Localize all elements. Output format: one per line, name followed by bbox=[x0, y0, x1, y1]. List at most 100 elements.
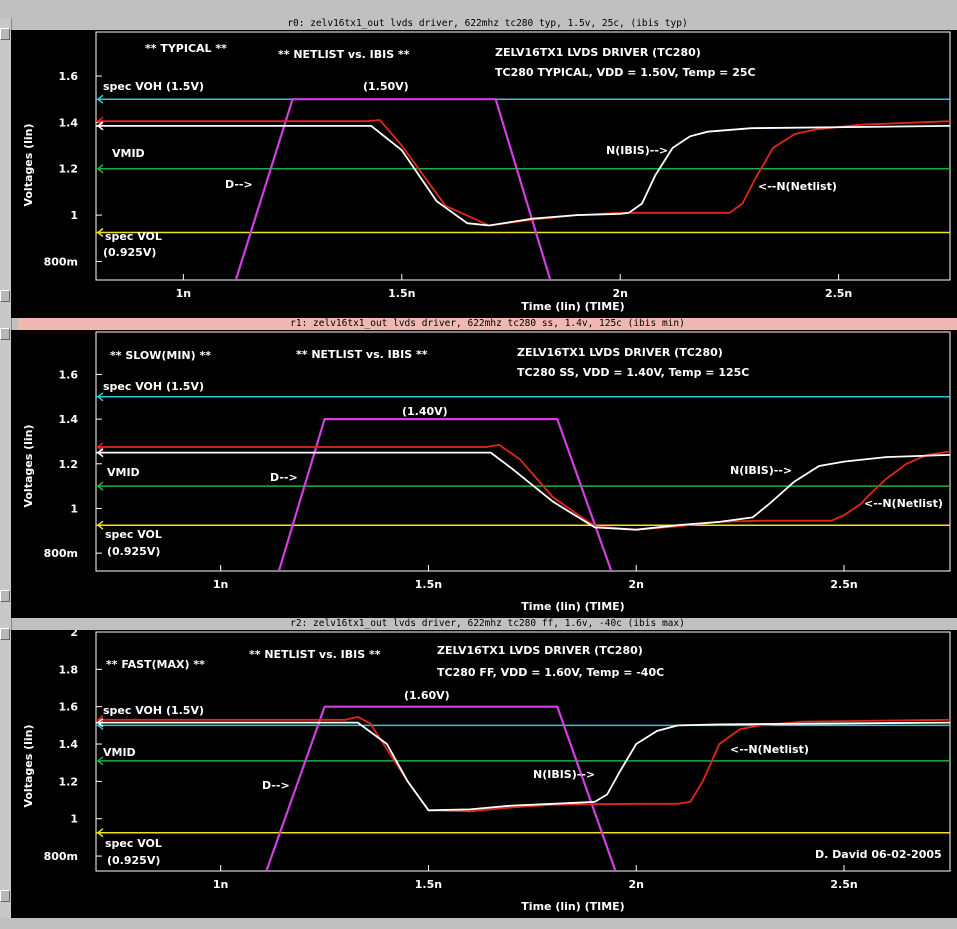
series-marker-icon bbox=[96, 121, 104, 131]
y-axis-title: Voltages (lin) bbox=[22, 724, 35, 807]
plot-background bbox=[11, 630, 957, 918]
y-axis-title: Voltages (lin) bbox=[22, 123, 35, 206]
series-n-ibis bbox=[96, 125, 950, 227]
scroll-up-button[interactable] bbox=[0, 328, 10, 340]
panel-title: r1: zelv16tx1_out lvds driver, 622mhz tc… bbox=[18, 318, 957, 330]
d-peak-label: (1.50V) bbox=[363, 80, 409, 93]
x-tick-label: 2.5n bbox=[830, 578, 857, 591]
x-tick-label: 1n bbox=[176, 287, 192, 300]
scroll-up-button[interactable] bbox=[0, 628, 10, 640]
d-series-label: D--> bbox=[270, 471, 298, 484]
scroll-up-button[interactable] bbox=[0, 28, 10, 40]
y-tick-label: 1.6 bbox=[59, 70, 79, 83]
x-tick-label: 1n bbox=[213, 878, 229, 891]
series-n-netlist bbox=[96, 716, 950, 813]
netlist-series-label: <--N(Netlist) bbox=[758, 180, 837, 193]
ibis-series-label: N(IBIS)--> bbox=[533, 768, 595, 781]
ibis-series-label: N(IBIS)--> bbox=[730, 464, 792, 477]
vol-value: (0.925V) bbox=[107, 545, 160, 558]
plot-background bbox=[11, 30, 957, 318]
compare-annotation: ** NETLIST vs. IBIS ** bbox=[249, 648, 381, 661]
panel-title: r0: zelv16tx1_out lvds driver, 622mhz tc… bbox=[18, 18, 957, 30]
voh-label: spec VOH (1.5V) bbox=[103, 80, 204, 93]
x-tick-label: 2n bbox=[628, 878, 644, 891]
y-tick-label: 1.4 bbox=[59, 116, 79, 129]
vmid-label: VMID bbox=[107, 466, 140, 479]
y-tick-label: 1.4 bbox=[59, 413, 79, 426]
vmid-marker-icon bbox=[96, 481, 104, 491]
vol-label: spec VOL bbox=[105, 230, 162, 243]
d-peak-label: (1.40V) bbox=[402, 405, 448, 418]
vol-label: spec VOL bbox=[105, 528, 162, 541]
vol-value: (0.925V) bbox=[103, 246, 156, 259]
conditions-annotation: TC280 FF, VDD = 1.60V, Temp = -40C bbox=[437, 666, 664, 679]
chart-panel-3: 800m 1 1.2 1.4 1.6 1.8 2 1n 1.5n 2n 2.5n Time (lin)… bbox=[11, 626, 957, 918]
voh-marker-icon bbox=[96, 392, 104, 402]
x-tick-label: 2n bbox=[628, 578, 644, 591]
y-tick-label: 1.2 bbox=[59, 163, 79, 176]
scroll-down-button[interactable] bbox=[0, 890, 10, 902]
y-tick-label: 1.4 bbox=[59, 738, 79, 751]
series-d bbox=[277, 418, 613, 571]
author-annotation: D. David 06-02-2005 bbox=[815, 848, 942, 861]
x-tick-label: 2n bbox=[612, 287, 628, 300]
x-axis-title: Time (lin) (TIME) bbox=[521, 900, 624, 913]
series-marker-icon bbox=[96, 448, 104, 458]
vmid-label: VMID bbox=[103, 746, 136, 759]
device-annotation: ZELV16TX1 LVDS DRIVER (TC280) bbox=[437, 644, 643, 657]
d-peak-label: (1.60V) bbox=[404, 689, 450, 702]
d-series-label: D--> bbox=[225, 178, 253, 191]
x-tick-label: 1.5n bbox=[388, 287, 415, 300]
series-d bbox=[234, 98, 552, 280]
voh-label: spec VOH (1.5V) bbox=[103, 380, 204, 393]
x-tick-label: 1.5n bbox=[415, 578, 442, 591]
x-tick-label: 1.5n bbox=[415, 878, 442, 891]
y-tick-label: 1.2 bbox=[59, 458, 79, 471]
y-tick-label: 1 bbox=[70, 813, 78, 826]
x-tick-label: 1n bbox=[213, 578, 229, 591]
scroll-down-button[interactable] bbox=[0, 290, 10, 302]
conditions-annotation: TC280 SS, VDD = 1.40V, Temp = 125C bbox=[517, 366, 749, 379]
series-d bbox=[265, 705, 617, 871]
vmid-label: VMID bbox=[112, 147, 145, 160]
vol-marker-icon bbox=[96, 227, 104, 238]
series-n-ibis bbox=[96, 721, 950, 812]
corner-annotation: ** TYPICAL ** bbox=[145, 42, 227, 55]
y-tick-label: 1.2 bbox=[59, 775, 79, 788]
corner-annotation: ** SLOW(MIN) ** bbox=[110, 349, 211, 362]
y-tick-label: 1 bbox=[70, 209, 78, 222]
y-axis-title: Voltages (lin) bbox=[22, 424, 35, 507]
series-n-netlist bbox=[96, 443, 950, 531]
vol-value: (0.925V) bbox=[107, 854, 160, 867]
vol-label: spec VOL bbox=[105, 837, 162, 850]
plot-frame bbox=[95, 631, 951, 872]
series-n-ibis bbox=[96, 451, 950, 531]
scroll-down-button[interactable] bbox=[0, 590, 10, 602]
x-axis-title: Time (lin) (TIME) bbox=[521, 300, 624, 313]
voh-label: spec VOH (1.5V) bbox=[103, 704, 204, 717]
y-tick-label: 1.6 bbox=[59, 701, 79, 714]
plot-background bbox=[11, 330, 957, 618]
chart-panel-1: 800m 1 1.2 1.4 1.6 1n 1.5n 2n 2.5n Time (lin) (TI… bbox=[11, 30, 957, 318]
compare-annotation: ** NETLIST vs. IBIS ** bbox=[296, 348, 428, 361]
plot-frame bbox=[95, 31, 951, 281]
x-tick-label: 2.5n bbox=[830, 878, 857, 891]
chart-panel-2: 800m 1 1.2 1.4 1.6 1n 1.5n 2n 2.5n Time (lin) (TI… bbox=[11, 330, 957, 618]
y-tick-label: 800m bbox=[44, 547, 78, 560]
y-tick-label: 1.8 bbox=[59, 663, 79, 676]
series-n-netlist bbox=[96, 119, 950, 227]
compare-annotation: ** NETLIST vs. IBIS ** bbox=[278, 48, 410, 61]
y-tick-label: 800m bbox=[44, 255, 78, 268]
x-axis-title: Time (lin) (TIME) bbox=[521, 600, 624, 613]
ibis-series-label: N(IBIS)--> bbox=[606, 144, 668, 157]
netlist-series-label: <--N(Netlist) bbox=[730, 743, 809, 756]
series-marker-icon bbox=[96, 717, 104, 728]
d-series-label: D--> bbox=[262, 779, 290, 792]
device-annotation: ZELV16TX1 LVDS DRIVER (TC280) bbox=[517, 346, 723, 359]
vol-marker-icon bbox=[96, 520, 104, 530]
y-tick-label: 2 bbox=[70, 626, 78, 639]
y-tick-label: 1.6 bbox=[59, 368, 79, 381]
voh-marker-icon bbox=[96, 94, 104, 104]
vmid-marker-icon bbox=[96, 164, 104, 174]
